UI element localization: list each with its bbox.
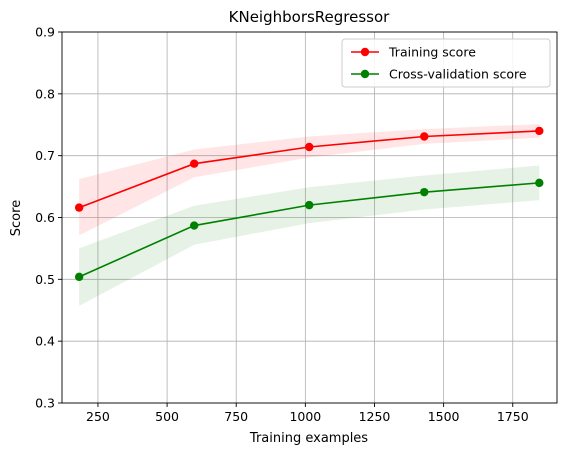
series-1-point-4 [535, 178, 544, 188]
series-1-point-3 [420, 187, 429, 197]
series-0-band [79, 124, 540, 236]
legend-label-1: Cross-validation score [389, 67, 527, 82]
legend-label-0: Training score [388, 45, 476, 60]
series-1-point-2 [305, 200, 314, 210]
y-tick-label-6: 0.9 [35, 25, 55, 40]
legend-marker-1 [360, 69, 370, 79]
x-tick-label-0: 250 [86, 409, 110, 424]
chart-title: KNeighborsRegressor [229, 8, 391, 26]
series-0-point-4 [535, 126, 544, 136]
y-tick-label-1: 0.4 [35, 334, 55, 349]
x-tick-label-6: 1750 [497, 409, 529, 424]
y-tick-label-2: 0.5 [35, 272, 55, 287]
x-tick-label-4: 1250 [359, 409, 391, 424]
x-tick-label-1: 500 [155, 409, 179, 424]
y-axis-label: Score [9, 200, 24, 236]
legend-box [341, 38, 551, 88]
y-tick-label-3: 0.6 [35, 210, 55, 225]
y-tick-label-5: 0.8 [35, 86, 55, 101]
series-0-point-0 [74, 203, 84, 212]
x-tick-label-3: 1000 [289, 409, 321, 424]
x-tick-label-5: 1500 [428, 409, 460, 424]
series-0-point-2 [305, 142, 314, 152]
series-0-point-3 [420, 132, 429, 141]
series-1-point-1 [189, 221, 199, 230]
y-tick-label-4: 0.7 [35, 148, 55, 163]
x-tick-label-2: 750 [224, 409, 248, 424]
y-tick-label-0: 0.3 [35, 396, 55, 411]
x-axis-label: Training examples [249, 431, 368, 446]
series-1-band [79, 165, 540, 306]
series-1-point-0 [74, 272, 84, 282]
series-0-point-1 [189, 159, 199, 168]
legend-marker-0 [360, 47, 370, 57]
